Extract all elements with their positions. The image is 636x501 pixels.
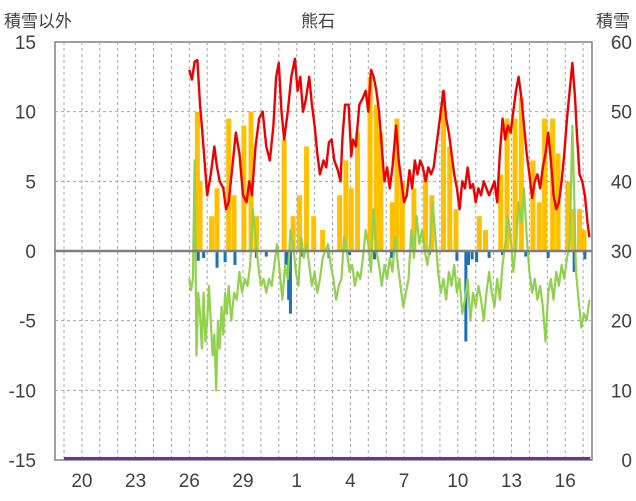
- x-tick-label: 7: [399, 471, 410, 492]
- precipitation-bar: [542, 118, 548, 251]
- precipitation-bar: [281, 139, 287, 251]
- left-tick-label: 0: [25, 242, 36, 263]
- precipitation-bar: [581, 230, 587, 251]
- left-tick-label: 5: [25, 172, 36, 193]
- precipitation-bar: [399, 181, 405, 251]
- precipitation-bar: [248, 111, 254, 252]
- snow-change-bar: [233, 251, 237, 265]
- x-tick-label: 10: [447, 471, 468, 492]
- snow-change-bar: [348, 251, 352, 256]
- chart-title: 熊石: [301, 12, 335, 32]
- snow-change-bar: [501, 251, 505, 256]
- precipitation-bar: [389, 202, 395, 251]
- x-tick-label: 4: [345, 471, 356, 492]
- precipitation-bar: [512, 118, 518, 251]
- left-tick-label: -5: [19, 312, 36, 333]
- snow-change-bar: [467, 251, 471, 265]
- right-tick-label: 60: [611, 33, 632, 54]
- snow-change-bar: [202, 251, 206, 258]
- precipitation-bar: [373, 104, 379, 251]
- precipitation-bar: [453, 209, 459, 251]
- snow-change-bar: [284, 251, 288, 265]
- precipitation-bar: [423, 174, 429, 251]
- precipitation-bar: [296, 195, 302, 251]
- precipitation-bar: [411, 188, 417, 251]
- x-tick-label: 26: [179, 471, 200, 492]
- precipitation-bar: [226, 118, 232, 251]
- precipitation-bar: [577, 209, 583, 251]
- precipitation-bar: [241, 125, 247, 251]
- precipitation-bar: [504, 118, 510, 251]
- precipitation-bar: [570, 209, 576, 251]
- green-series-line: [188, 124, 591, 392]
- snow-change-bar: [196, 251, 200, 261]
- precipitation-bar: [304, 146, 310, 251]
- precipitation-bar: [518, 97, 524, 251]
- precipitation-bar: [447, 146, 453, 251]
- snow-change-bar: [524, 251, 528, 257]
- x-tick-label: 20: [71, 471, 92, 492]
- right-tick-label: 40: [611, 172, 632, 193]
- x-tick-label: 1: [291, 471, 302, 492]
- snow-change-bar: [373, 251, 377, 260]
- precipitation-bar: [231, 195, 237, 251]
- precipitation-bar: [253, 216, 259, 251]
- red-series-line: [188, 57, 591, 238]
- right-tick-label: 50: [611, 103, 632, 124]
- snow-change-bar: [470, 251, 474, 260]
- precipitation-bar: [394, 118, 400, 251]
- left-tick-label: 15: [15, 33, 36, 54]
- precipitation-bar: [536, 202, 542, 251]
- precipitation-bar: [214, 188, 220, 251]
- right-tick-label: 10: [611, 381, 632, 402]
- snow-change-bar: [572, 251, 576, 272]
- precipitation-bar: [565, 181, 571, 251]
- left-axis-title: 積雪以外: [4, 12, 72, 32]
- precipitation-bar: [355, 132, 361, 251]
- x-tick-label: 16: [555, 471, 576, 492]
- snow-change-bar: [390, 251, 394, 258]
- precipitation-bar: [530, 160, 536, 251]
- snow-change-bar: [223, 251, 227, 263]
- precipitation-bar: [320, 230, 326, 251]
- precipitation-bar: [311, 216, 317, 251]
- right-tick-label: 0: [621, 451, 632, 472]
- right-tick-label: 20: [611, 312, 632, 333]
- snow-change-bar: [455, 251, 459, 261]
- snow-change-bar: [583, 251, 587, 260]
- left-tick-label: -10: [9, 381, 36, 402]
- precipitation-bar: [290, 216, 296, 251]
- snow-change-bar: [475, 251, 479, 263]
- precipitation-bar: [348, 188, 354, 251]
- left-tick-label: -15: [9, 451, 36, 472]
- precipitation-bar: [337, 195, 343, 251]
- snow-change-bar: [215, 251, 219, 268]
- left-tick-label: 10: [15, 103, 36, 124]
- precipitation-bar: [378, 132, 384, 251]
- precipitation-bar: [476, 216, 482, 251]
- right-tick-label: 30: [611, 242, 632, 263]
- precipitation-bar: [440, 90, 446, 252]
- precipitation-bar: [483, 230, 489, 251]
- snow-change-bar: [288, 251, 292, 314]
- precipitation-bar: [197, 181, 203, 251]
- snow-change-bar: [264, 251, 268, 257]
- precipitation-bar: [209, 216, 215, 251]
- x-tick-label: 29: [232, 471, 253, 492]
- snow-change-bar: [487, 251, 491, 258]
- snow-change-bar: [546, 251, 550, 258]
- precipitation-bar: [498, 174, 504, 251]
- precipitation-bar: [367, 76, 373, 251]
- x-tick-label: 13: [501, 471, 522, 492]
- precipitation-bar: [194, 111, 200, 252]
- right-axis-title: 積雪: [596, 12, 630, 32]
- x-tick-label: 23: [125, 471, 146, 492]
- precipitation-bar: [343, 160, 349, 251]
